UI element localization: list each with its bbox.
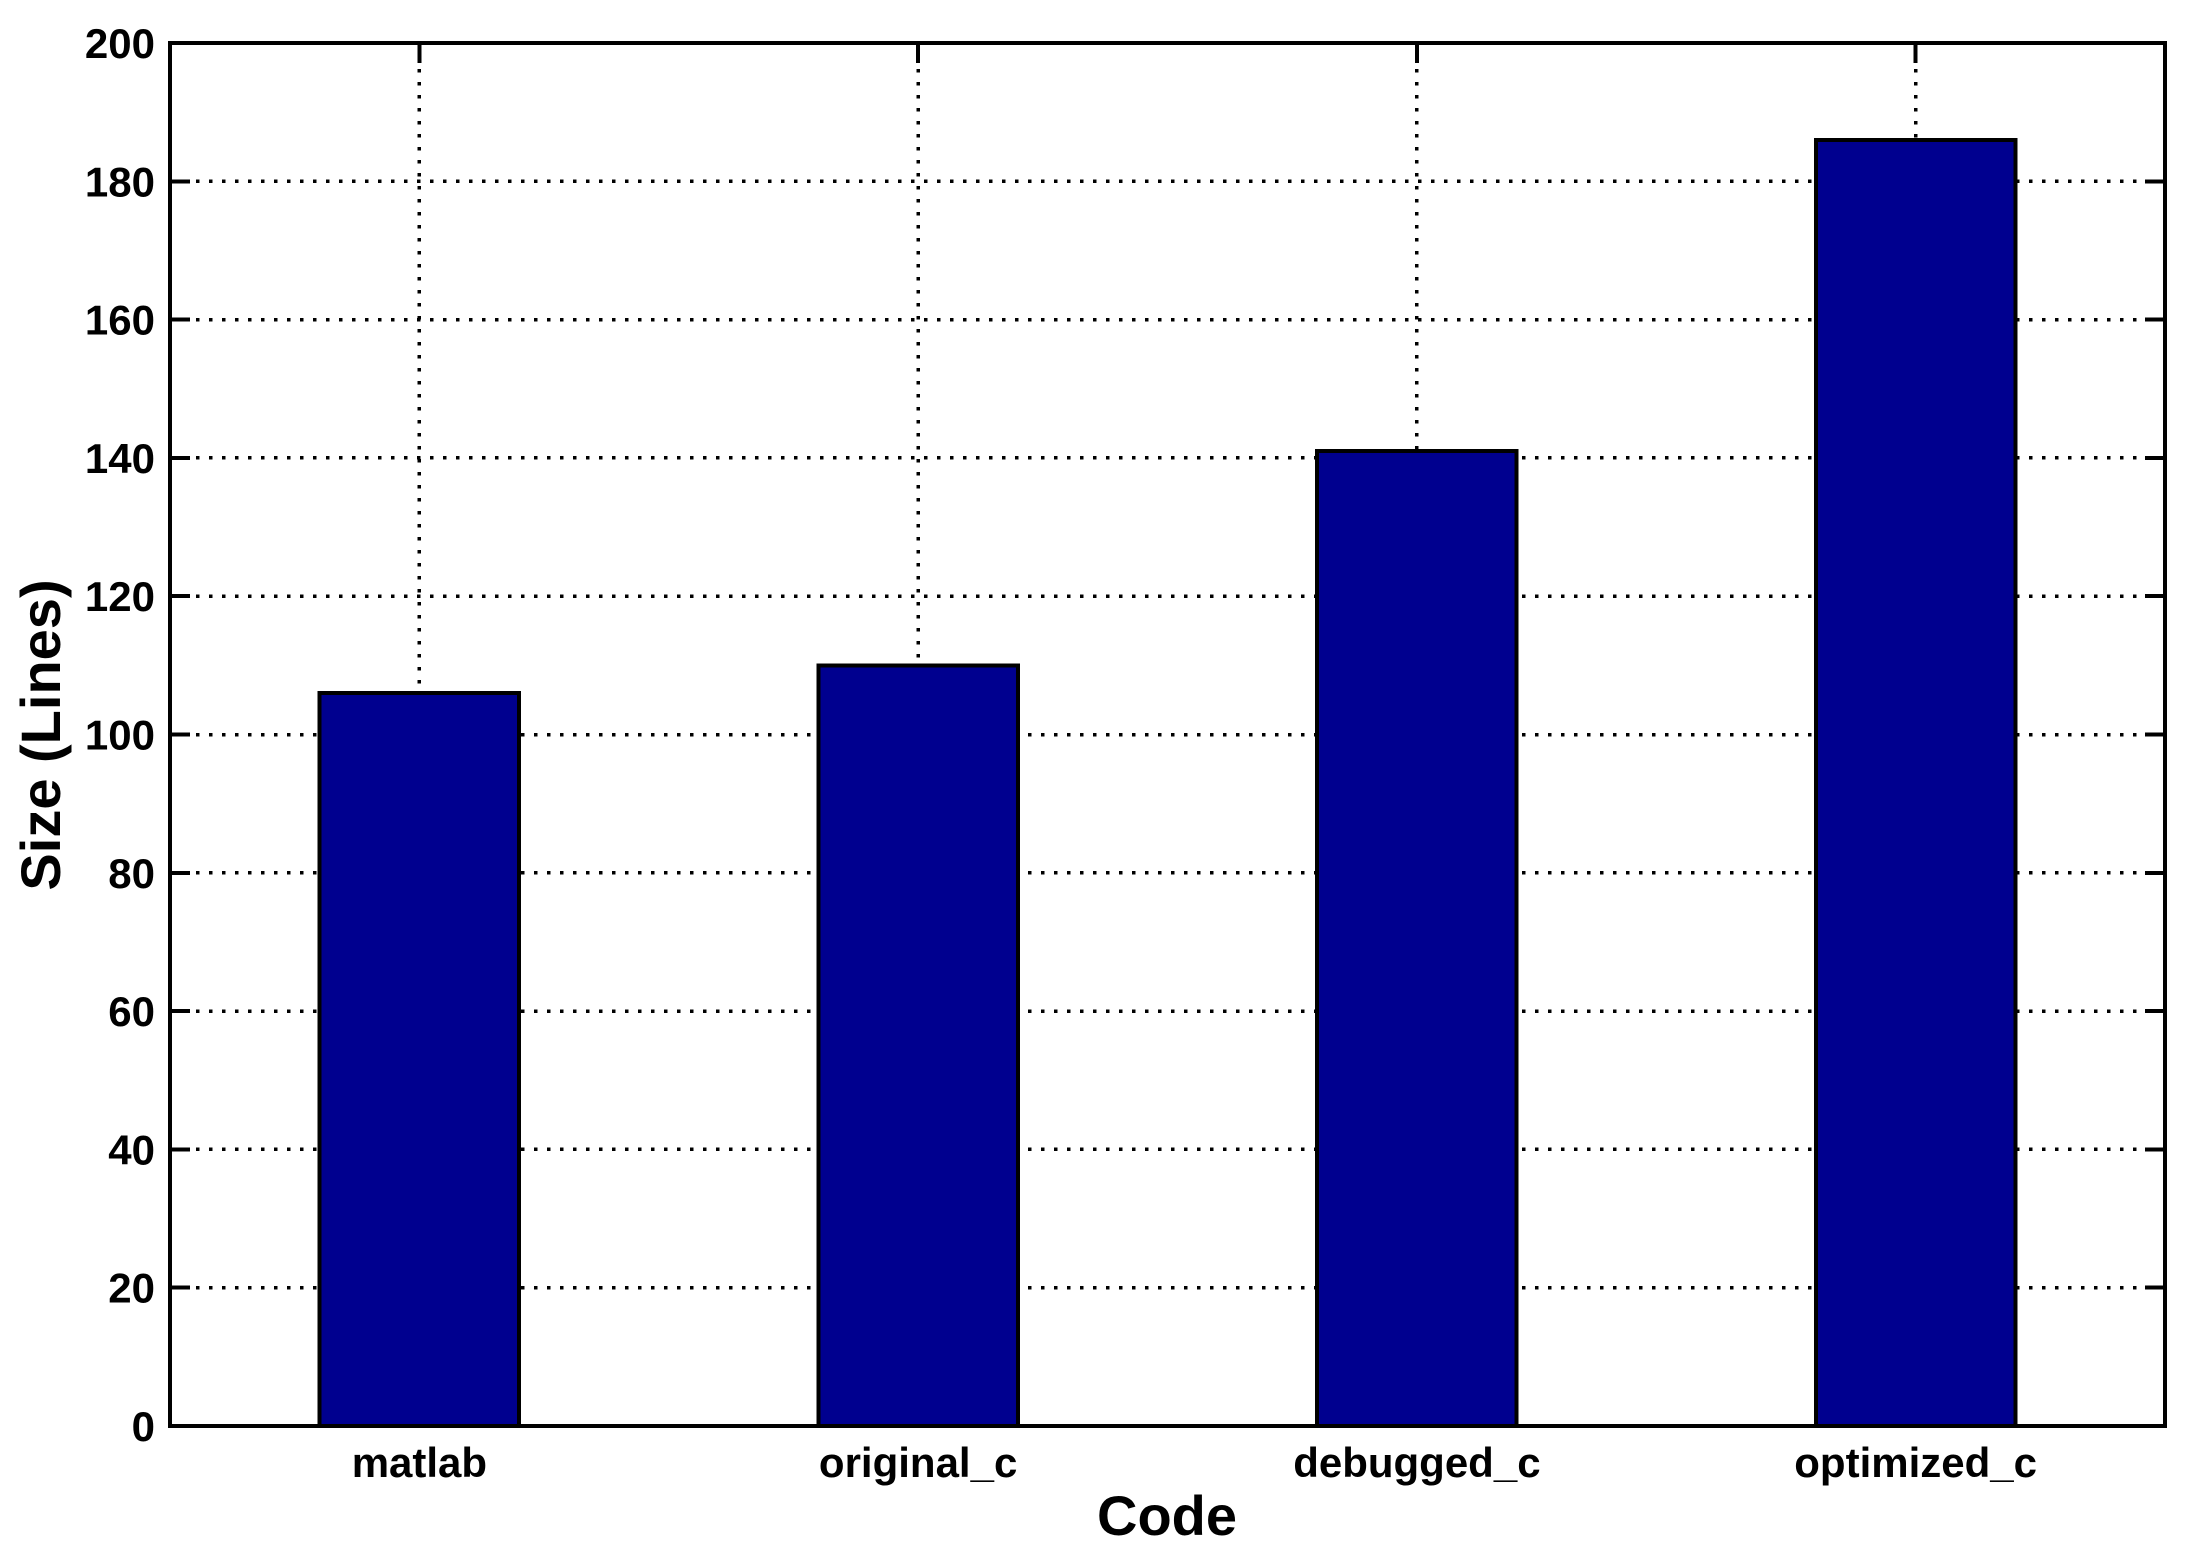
bars	[317, 137, 2018, 1428]
x-axis-label: Code	[1097, 1484, 1237, 1547]
y-tick-label: 120	[85, 573, 155, 620]
axes-box	[168, 41, 2167, 1428]
plot-area: 0 20 40 60 80 100 120 140 160 180 200 matlab origina…	[85, 20, 2167, 1486]
bar-original_c	[816, 663, 1020, 1428]
y-tick-label: 80	[108, 850, 155, 897]
y-tick-label: 20	[108, 1265, 155, 1312]
y-tick-label: 200	[85, 20, 155, 67]
x-tick-label: matlab	[352, 1439, 487, 1486]
bar-optimized_c	[1813, 137, 2018, 1428]
x-tick-label: debugged_c	[1293, 1439, 1540, 1486]
y-tick-label: 160	[85, 297, 155, 344]
bar-matlab	[317, 691, 522, 1428]
y-tick-label: 140	[85, 435, 155, 482]
x-tick-label: optimized_c	[1794, 1439, 2037, 1486]
y-tick-label: 180	[85, 158, 155, 205]
bar-debugged_c	[1315, 448, 1519, 1428]
y-tick-label: 60	[108, 988, 155, 1035]
tick-labels: 0 20 40 60 80 100 120 140 160 180 200 matlab origina…	[85, 20, 2037, 1486]
axes	[168, 41, 2167, 1428]
y-axis-label: Size (Lines)	[9, 579, 72, 890]
y-tick-label: 0	[132, 1403, 155, 1450]
x-tick-label: original_c	[819, 1439, 1017, 1486]
y-tick-label: 40	[108, 1126, 155, 1173]
y-tick-label: 100	[85, 712, 155, 759]
